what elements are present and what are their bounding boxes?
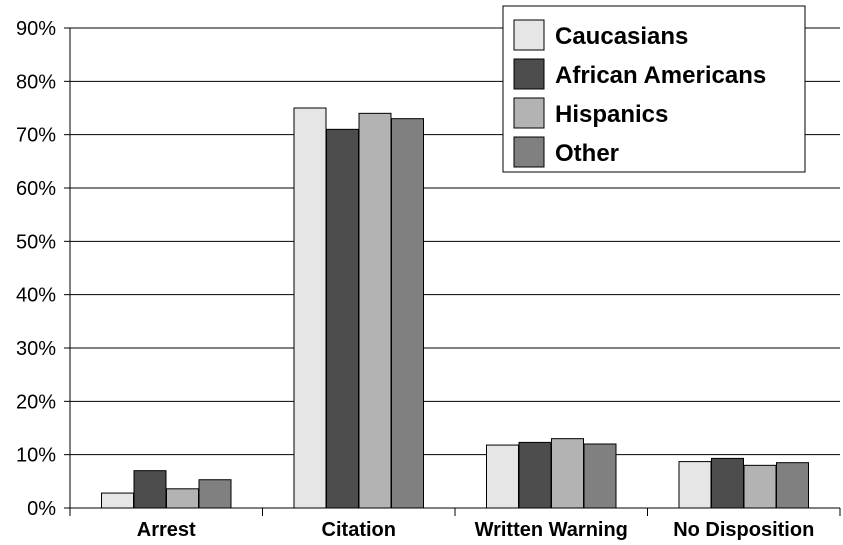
legend-swatch [513, 136, 545, 168]
bar [101, 492, 134, 509]
legend-label: Hispanics [555, 101, 668, 128]
legend-swatch [513, 97, 545, 129]
bar [391, 118, 424, 509]
y-tick-label: 80% [16, 71, 56, 93]
legend-swatch [513, 19, 545, 51]
y-tick-label: 70% [16, 125, 56, 147]
y-tick-label: 10% [16, 445, 56, 467]
bar [743, 464, 777, 509]
y-tick-label: 60% [16, 178, 56, 200]
bar [486, 444, 519, 509]
bar [358, 112, 392, 509]
x-category-label: Arrest [137, 519, 196, 541]
legend-label: Other [555, 140, 619, 167]
x-category-label: Written Warning [475, 519, 628, 541]
y-tick-label: 20% [16, 391, 56, 413]
y-tick-label: 30% [16, 338, 56, 360]
legend-label: Caucasians [555, 23, 688, 50]
bar [293, 107, 327, 509]
bar [711, 457, 744, 509]
y-tick-label: 0% [27, 498, 56, 520]
legend-swatch [513, 58, 545, 90]
x-category-label: No Disposition [673, 519, 814, 541]
bar [678, 461, 712, 509]
bar [198, 479, 232, 509]
bar [776, 462, 809, 509]
bar [326, 128, 359, 509]
legend-box [502, 5, 806, 173]
bar [551, 438, 584, 509]
bar [166, 488, 199, 509]
legend: Caucasians African Americans Hispanics Othe… [502, 5, 806, 173]
bar [133, 470, 167, 509]
y-tick-label: 40% [16, 285, 56, 307]
x-category-label: Citation [322, 519, 396, 541]
bar [518, 441, 552, 509]
bar [583, 443, 617, 509]
y-tick-label: 90% [16, 18, 56, 40]
legend-label: African Americans [555, 62, 766, 89]
y-tick-label: 50% [16, 231, 56, 253]
